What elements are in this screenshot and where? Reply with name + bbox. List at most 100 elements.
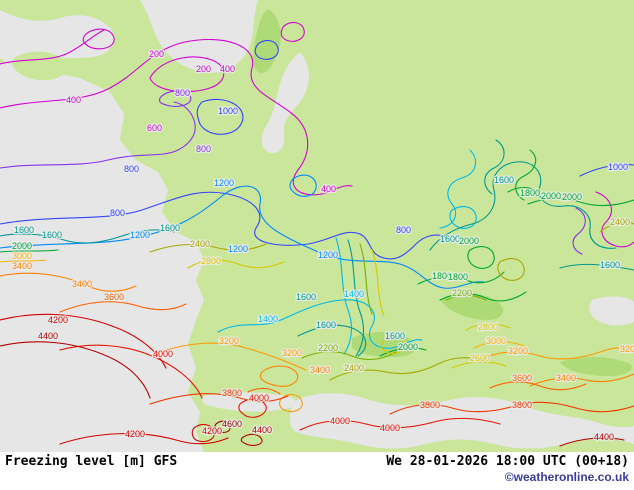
contour-label: 1600 xyxy=(42,230,62,240)
iceland xyxy=(12,51,68,81)
contour-label: 3400 xyxy=(72,279,92,289)
contours-green xyxy=(0,150,634,356)
contour-label: 1600 xyxy=(160,223,180,233)
norwegian-sea xyxy=(140,0,258,73)
contours-red3800 xyxy=(150,394,634,414)
contour-label: 3600 xyxy=(104,292,124,302)
contours-magenta xyxy=(0,23,634,247)
black-sea xyxy=(589,296,634,326)
map-area: 400 200 200 400 800 1000 600 800 800 1200 400 800 16… xyxy=(0,0,634,452)
contour-label: 400 xyxy=(321,184,336,194)
contour-label: 1800 xyxy=(520,188,540,198)
contour-label: 3400 xyxy=(556,373,576,383)
contour-label: 3200 xyxy=(282,348,302,358)
ireland xyxy=(183,169,213,199)
britain xyxy=(208,143,254,219)
sea-shapes xyxy=(0,0,634,452)
contours-violet xyxy=(0,91,585,254)
contour-label: 1400 xyxy=(344,289,364,299)
map-title: Freezing level [m] GFS xyxy=(5,454,178,469)
contour-label: 3200 xyxy=(219,336,239,346)
contour-label: 1600 xyxy=(385,331,405,341)
contour-label: 1200 xyxy=(130,230,150,240)
baltic-sea xyxy=(261,52,309,154)
contour-label: 1600 xyxy=(14,225,34,235)
contour-label: 3400 xyxy=(12,261,32,271)
alboran-strait xyxy=(202,392,296,412)
contour-lines xyxy=(0,23,634,446)
contour-label: 2400 xyxy=(344,363,364,373)
footer: Freezing level [m] GFS We 28-01-2026 18:… xyxy=(0,452,634,490)
contour-label: 4400 xyxy=(594,432,614,442)
contour-label: 1000 xyxy=(218,106,238,116)
contour-label: 800 xyxy=(196,144,211,154)
contours-orange3400 xyxy=(0,273,634,386)
contour-label: 4200 xyxy=(125,429,145,439)
contour-label: 200 xyxy=(149,49,164,59)
contour-label: 2200 xyxy=(452,288,472,298)
mediterranean-sea xyxy=(290,393,634,449)
contours-yellow xyxy=(188,250,510,368)
italy xyxy=(382,356,434,403)
contour-label: 1800 xyxy=(448,272,468,282)
contour-label: 4200 xyxy=(48,315,68,325)
balkans-terrain xyxy=(440,293,503,320)
contour-label: 1400 xyxy=(258,314,278,324)
contours-olive xyxy=(150,222,634,380)
contour-label: 2000 xyxy=(459,236,479,246)
contour-label: 1600 xyxy=(600,260,620,270)
contour-label: 4000 xyxy=(330,416,350,426)
contours-orange3000 xyxy=(0,260,524,348)
contour-label: 4400 xyxy=(38,331,58,341)
atlantic-sea xyxy=(0,62,204,452)
contours-blue xyxy=(0,41,634,259)
north-atlantic-patch xyxy=(0,10,115,66)
contours-red4200 xyxy=(0,314,228,444)
contour-label: 2000 xyxy=(12,241,32,251)
contours-red4000 xyxy=(60,345,500,430)
contour-label: 4000 xyxy=(153,349,173,359)
contours-teal xyxy=(0,140,634,356)
contour-label: 1600 xyxy=(494,175,514,185)
contour-label: 200 xyxy=(196,64,211,74)
contour-label: 3800 xyxy=(512,400,532,410)
island-shapes xyxy=(12,51,434,403)
contours-orange3200 xyxy=(160,343,634,412)
contour-label: 800 xyxy=(124,164,139,174)
contours-yellowgreen xyxy=(302,244,486,359)
contours-cyan xyxy=(218,150,476,354)
contour-label: 1200 xyxy=(214,178,234,188)
contour-label: 3200 xyxy=(508,346,528,356)
contour-label: 2400 xyxy=(190,239,210,249)
contour-label: 1600 xyxy=(316,320,336,330)
contour-label: 3000 xyxy=(12,251,32,261)
contour-label: 4200 xyxy=(202,426,222,436)
contour-label: 2000 xyxy=(398,342,418,352)
contour-label: 3200 xyxy=(620,344,634,354)
contour-label: 600 xyxy=(147,123,162,133)
contour-label: 3800 xyxy=(420,400,440,410)
contour-label: 400 xyxy=(220,64,235,74)
contour-label: 800 xyxy=(110,208,125,218)
contour-label: 2600 xyxy=(470,353,490,363)
contour-label: 1800 xyxy=(432,271,452,281)
contour-label: 4600 xyxy=(222,419,242,429)
contour-label: 800 xyxy=(175,88,190,98)
contour-label: 1200 xyxy=(228,244,248,254)
footer-copyright-row: ©weatheronline.co.uk xyxy=(0,469,634,484)
contour-label: 3000 xyxy=(486,336,506,346)
contour-label: 1200 xyxy=(318,250,338,260)
contour-label: 2800 xyxy=(201,256,221,266)
map-datetime: We 28-01-2026 18:00 UTC (00+18) xyxy=(386,454,629,469)
contour-label: 800 xyxy=(396,225,411,235)
contour-label: 3800 xyxy=(222,388,242,398)
contour-label: 3400 xyxy=(310,365,330,375)
contour-label: 1000 xyxy=(608,162,628,172)
contour-label: 4000 xyxy=(249,393,269,403)
anatolia-terrain xyxy=(560,356,632,376)
copyright-link[interactable]: ©weatheronline.co.uk xyxy=(504,470,629,484)
footer-main-row: Freezing level [m] GFS We 28-01-2026 18:… xyxy=(0,452,634,469)
contours-red4400 xyxy=(0,342,624,446)
contour-label: 4400 xyxy=(252,425,272,435)
